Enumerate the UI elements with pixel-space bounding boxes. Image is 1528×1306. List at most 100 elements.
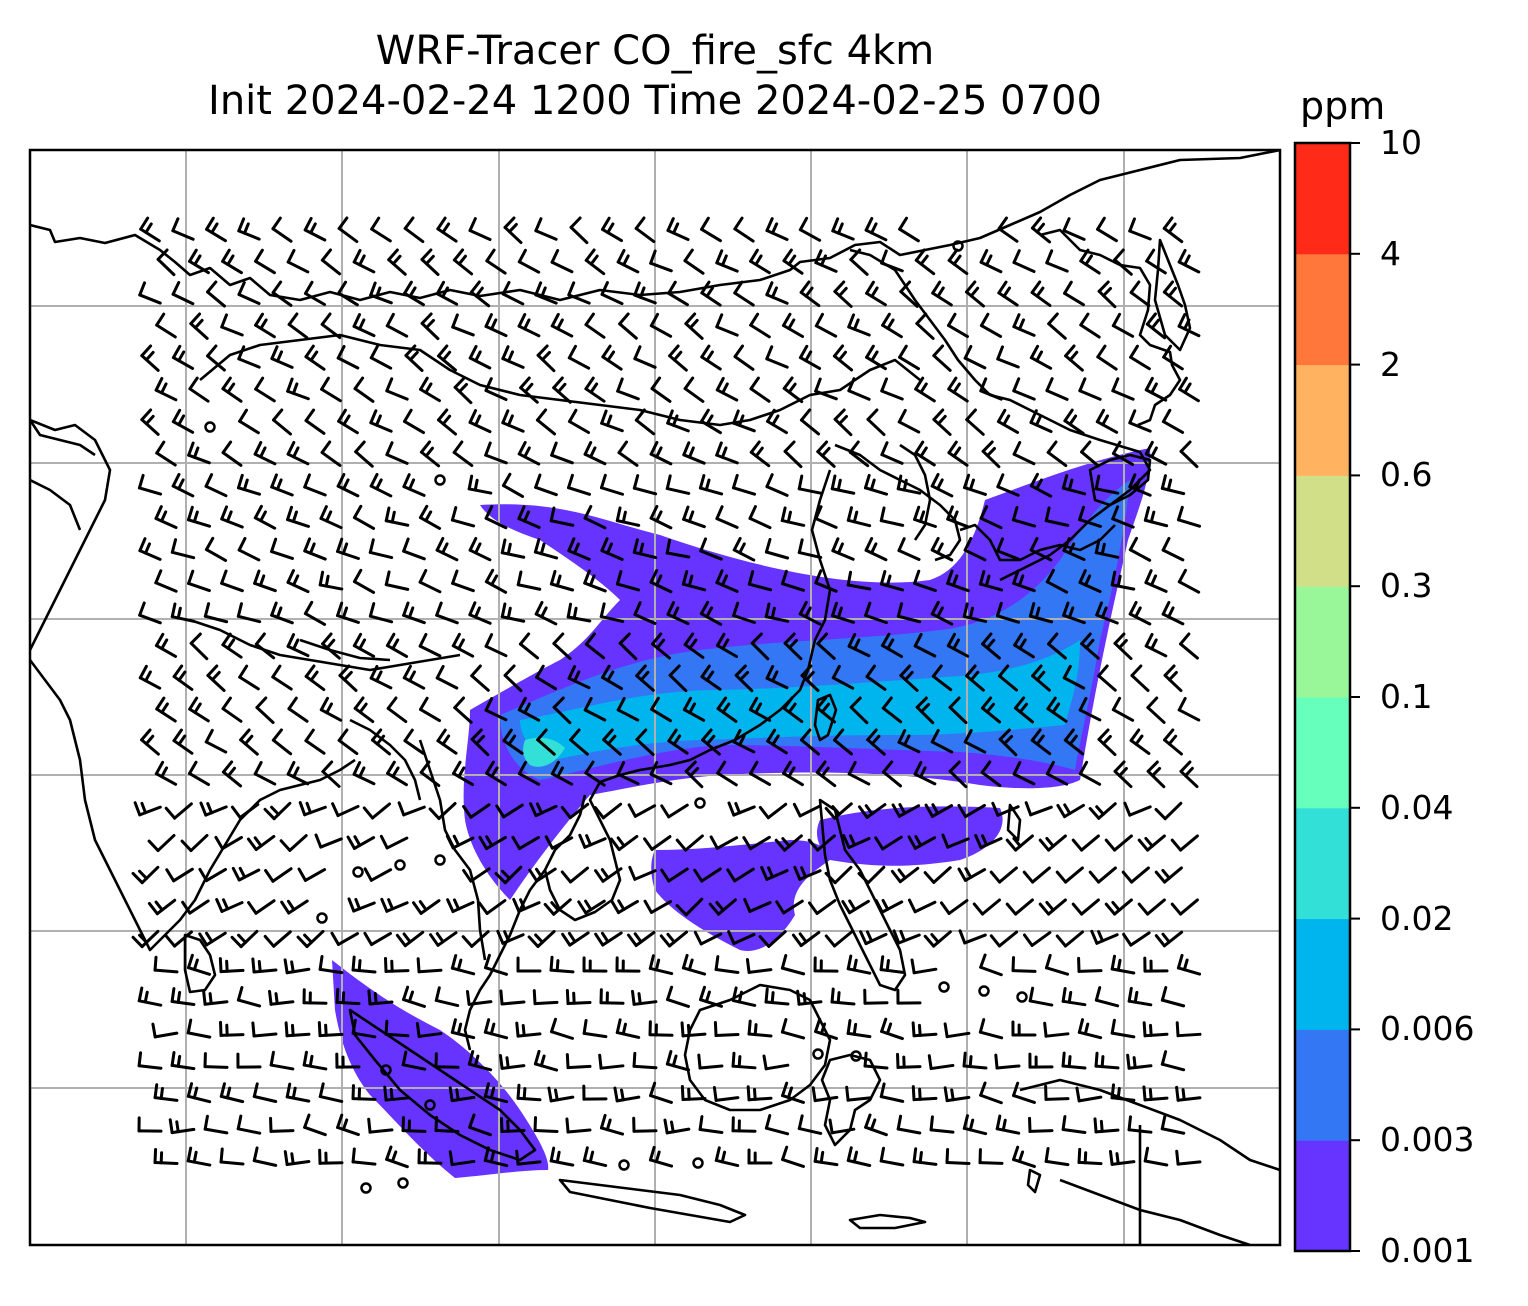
wind-barb bbox=[811, 1086, 839, 1103]
wind-barb bbox=[716, 696, 738, 723]
wind-barb bbox=[186, 505, 212, 528]
wind-barb bbox=[402, 664, 426, 690]
wind-barb bbox=[499, 989, 526, 1006]
wind-barb bbox=[857, 803, 887, 819]
wind-barb bbox=[419, 760, 441, 788]
wind-barb bbox=[435, 601, 459, 625]
wind-barb bbox=[633, 601, 657, 625]
wind-barb bbox=[698, 1115, 724, 1135]
wind-barb bbox=[1161, 408, 1185, 434]
wind-barb bbox=[881, 696, 903, 724]
wind-barb bbox=[549, 955, 575, 974]
wind-barb bbox=[1146, 696, 1166, 724]
wind-barb bbox=[1104, 834, 1133, 852]
wind-barb bbox=[584, 760, 606, 787]
wind-barb bbox=[251, 957, 278, 974]
wind-barb bbox=[635, 728, 655, 756]
wind-barb bbox=[890, 866, 920, 884]
wind-barb bbox=[891, 803, 921, 818]
wind-barb bbox=[470, 664, 490, 692]
wind-barb bbox=[782, 696, 804, 724]
wind-barb bbox=[666, 985, 690, 1008]
colorbar-segment bbox=[1295, 475, 1350, 587]
wind-barb bbox=[1108, 1149, 1136, 1166]
wind-barb bbox=[879, 1146, 905, 1167]
wind-barb bbox=[517, 760, 541, 786]
wind-barb bbox=[369, 664, 393, 690]
wind-barb bbox=[1170, 834, 1199, 852]
wind-barb bbox=[448, 1086, 476, 1103]
wind-barb bbox=[151, 1022, 179, 1039]
wind-barb bbox=[699, 600, 723, 626]
wind-barb bbox=[336, 601, 360, 624]
wind-barb bbox=[351, 1084, 377, 1101]
coastline-path bbox=[1019, 1078, 1280, 1172]
wind-barb bbox=[154, 569, 178, 593]
wind-barb bbox=[880, 249, 904, 273]
wind-barb bbox=[649, 504, 673, 530]
wind-barb bbox=[468, 601, 492, 625]
wind-barb bbox=[979, 1081, 1003, 1105]
wind-barb bbox=[765, 217, 789, 241]
wind-barb bbox=[1154, 930, 1184, 948]
plot-title-line-1: WRF-Tracer CO_fire_sfc 4km bbox=[375, 28, 935, 74]
wind-barb bbox=[221, 248, 243, 275]
wind-barb bbox=[263, 801, 292, 821]
wind-barb bbox=[682, 441, 706, 465]
wind-barb bbox=[666, 217, 690, 242]
wind-barb bbox=[462, 867, 491, 883]
wind-barb bbox=[189, 312, 209, 340]
wind-barb bbox=[1071, 898, 1100, 916]
wind-barb bbox=[618, 312, 638, 340]
wind-barb bbox=[626, 930, 656, 948]
wind-barb bbox=[1104, 898, 1133, 916]
wind-barb bbox=[263, 930, 292, 948]
calm-wind-circle bbox=[394, 859, 406, 871]
wind-barb bbox=[732, 409, 756, 433]
wind-barb bbox=[897, 408, 921, 434]
wind-barb bbox=[1113, 760, 1133, 789]
wind-barb bbox=[765, 473, 789, 497]
wind-barb bbox=[668, 664, 688, 693]
wind-barb bbox=[137, 1051, 163, 1070]
wind-barb bbox=[745, 957, 773, 974]
wind-barb bbox=[171, 408, 195, 434]
wind-barb bbox=[335, 987, 361, 1006]
wind-barb bbox=[946, 632, 970, 658]
wind-barb bbox=[206, 664, 226, 692]
wind-barb bbox=[303, 280, 327, 307]
wind-barb bbox=[517, 505, 541, 529]
wind-barb bbox=[494, 865, 523, 885]
wind-barb bbox=[239, 728, 259, 756]
wind-barb bbox=[874, 898, 904, 914]
calm-wind-circle bbox=[692, 1157, 704, 1169]
wind-barb bbox=[1121, 866, 1150, 884]
wind-barb bbox=[1024, 801, 1053, 817]
wind-barb bbox=[760, 866, 789, 881]
wind-barb bbox=[649, 249, 673, 273]
calm-wind-circle bbox=[694, 797, 706, 809]
wind-barb bbox=[931, 280, 953, 307]
wind-barb bbox=[1144, 376, 1168, 402]
wind-barb bbox=[780, 506, 806, 527]
wind-barb bbox=[367, 989, 394, 1006]
wind-barb bbox=[962, 1051, 988, 1070]
wind-barb bbox=[700, 344, 722, 371]
wind-barb bbox=[594, 931, 623, 947]
wind-barb bbox=[930, 536, 954, 562]
wind-barb bbox=[337, 408, 359, 435]
wind-barb bbox=[879, 506, 905, 527]
wind-barb bbox=[1122, 931, 1151, 947]
wind-barb bbox=[863, 1051, 889, 1070]
wind-barb bbox=[781, 1081, 805, 1104]
wind-barb bbox=[515, 1149, 542, 1166]
wind-barb bbox=[503, 664, 523, 693]
wind-barb bbox=[451, 569, 475, 593]
wind-barb bbox=[369, 344, 393, 370]
wind-barb bbox=[1078, 505, 1102, 528]
wind-barb bbox=[598, 1053, 625, 1070]
wind-barb bbox=[1045, 760, 1069, 786]
wind-barb bbox=[1043, 1021, 1070, 1038]
wind-barb bbox=[668, 344, 688, 372]
wind-barb bbox=[749, 312, 771, 339]
